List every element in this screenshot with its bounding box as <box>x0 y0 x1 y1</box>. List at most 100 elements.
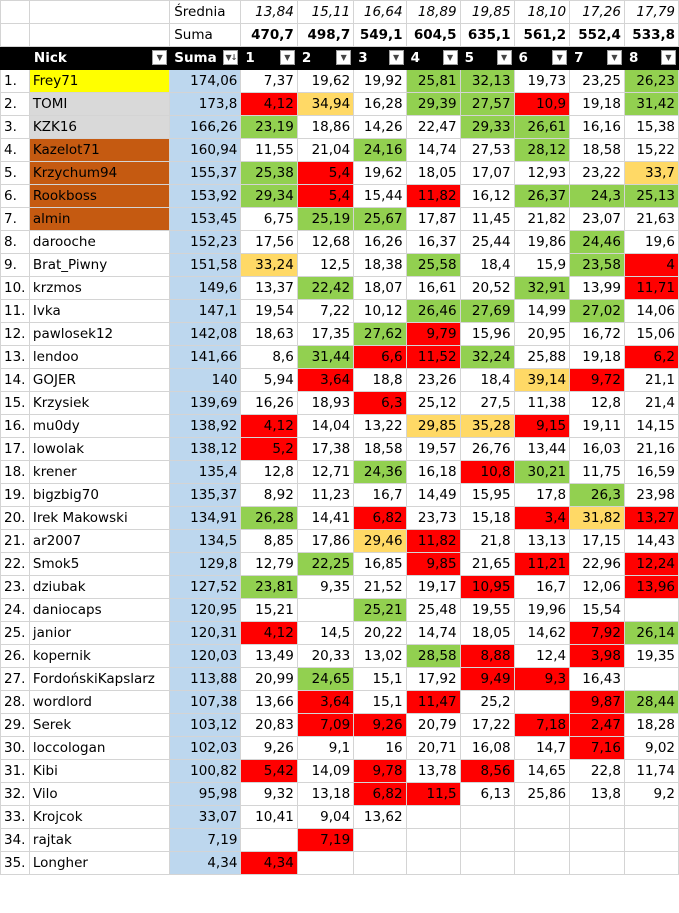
round-1-score-cell[interactable] <box>240 828 298 852</box>
average-round-3[interactable]: 16,64 <box>353 0 407 24</box>
round-5-score-cell[interactable]: 15,18 <box>459 506 515 530</box>
round-4-score-cell[interactable]: 26,46 <box>405 299 461 323</box>
round-2-score-cell[interactable]: 17,35 <box>296 322 355 346</box>
round-4-score-cell[interactable]: 25,81 <box>405 69 461 93</box>
round-4-score-cell[interactable]: 22,47 <box>405 115 461 139</box>
round-6-score-cell[interactable]: 19,96 <box>513 598 571 622</box>
sum-round-4[interactable]: 604,5 <box>405 23 461 47</box>
round-3-score-cell[interactable] <box>353 851 407 875</box>
round-5-score-cell[interactable]: 27,5 <box>459 391 515 415</box>
round-6-score-cell[interactable]: 25,88 <box>513 345 571 369</box>
round-8-score-cell[interactable]: 14,43 <box>623 529 679 553</box>
round-3-score-cell[interactable]: 9,26 <box>353 713 407 737</box>
round-3-score-cell[interactable] <box>353 828 407 852</box>
round-7-score-cell[interactable]: 18,58 <box>569 138 625 162</box>
round-8-score-cell[interactable] <box>623 667 679 691</box>
sum-round-7[interactable]: 552,4 <box>569 23 625 47</box>
round-7-score-cell[interactable]: 11,75 <box>569 460 625 484</box>
nick-cell[interactable]: janior <box>28 621 171 645</box>
sum-round-6[interactable]: 561,2 <box>513 23 571 47</box>
round-3-score-cell[interactable]: 14,26 <box>353 115 407 139</box>
round-3-score-cell[interactable]: 27,62 <box>353 322 407 346</box>
round-5-score-cell[interactable]: 17,22 <box>459 713 515 737</box>
round-8-score-cell[interactable] <box>623 828 679 852</box>
round-2-score-cell[interactable]: 5,4 <box>296 184 355 208</box>
nick-cell[interactable]: KZK16 <box>28 115 171 139</box>
round-6-score-cell[interactable]: 13,13 <box>513 529 571 553</box>
rank-cell[interactable]: 22. <box>0 552 30 576</box>
rank-cell[interactable]: 14. <box>0 368 30 392</box>
round-4-score-cell[interactable]: 9,85 <box>405 552 461 576</box>
round-8-score-cell[interactable]: 14,06 <box>623 299 679 323</box>
round-3-score-cell[interactable]: 16,26 <box>353 230 407 254</box>
suma-cell[interactable]: 153,92 <box>169 184 242 208</box>
nick-cell[interactable]: Longher <box>28 851 171 875</box>
round-8-score-cell[interactable]: 9,02 <box>623 736 679 760</box>
round-2-score-cell[interactable]: 12,68 <box>296 230 355 254</box>
suma-cell[interactable]: 138,92 <box>169 414 242 438</box>
round-4-score-cell[interactable] <box>405 805 461 829</box>
suma-cell[interactable]: 139,69 <box>169 391 242 415</box>
empty-cell[interactable] <box>0 0 30 24</box>
round-6-score-cell[interactable]: 14,62 <box>513 621 571 645</box>
average-label[interactable]: Średnia <box>169 0 242 24</box>
round-7-score-cell[interactable]: 23,07 <box>569 207 625 231</box>
round-7-score-cell[interactable]: 15,54 <box>569 598 625 622</box>
dropdown-arrow-icon[interactable]: ▼ <box>279 50 295 65</box>
average-round-6[interactable]: 18,10 <box>513 0 571 24</box>
round-2-score-cell[interactable]: 19,62 <box>296 69 355 93</box>
dropdown-arrow-icon[interactable]: ▼ <box>661 50 676 65</box>
round-8-score-cell[interactable]: 26,23 <box>623 69 679 93</box>
round-4-score-cell[interactable]: 20,79 <box>405 713 461 737</box>
round-5-score-cell[interactable]: 8,56 <box>459 759 515 783</box>
rank-cell[interactable]: 1. <box>0 69 30 93</box>
suma-cell[interactable]: 120,31 <box>169 621 242 645</box>
nick-cell[interactable]: Smok5 <box>28 552 171 576</box>
round-3-score-cell[interactable]: 25,67 <box>353 207 407 231</box>
round-5-score-cell[interactable]: 9,49 <box>459 667 515 691</box>
round-3-score-cell[interactable]: 6,3 <box>353 391 407 415</box>
round-6-score-cell[interactable]: 21,82 <box>513 207 571 231</box>
round-1-score-cell[interactable]: 17,56 <box>240 230 298 254</box>
round-8-score-cell[interactable]: 21,1 <box>623 368 679 392</box>
nick-cell[interactable]: dziubak <box>28 575 171 599</box>
round-2-score-cell[interactable]: 31,44 <box>296 345 355 369</box>
round-1-score-cell[interactable]: 8,85 <box>240 529 298 553</box>
round-5-score-cell[interactable]: 27,57 <box>459 92 515 116</box>
round-4-score-cell[interactable]: 11,82 <box>405 184 461 208</box>
average-round-5[interactable]: 19,85 <box>459 0 515 24</box>
round-3-score-cell[interactable]: 6,6 <box>353 345 407 369</box>
sum-round-2[interactable]: 498,7 <box>296 23 355 47</box>
round-5-score-cell[interactable]: 18,4 <box>459 253 515 277</box>
round-6-score-cell[interactable]: 12,4 <box>513 644 571 668</box>
round-6-score-cell[interactable] <box>513 690 571 714</box>
round-2-score-cell[interactable]: 17,86 <box>296 529 355 553</box>
round-8-score-cell[interactable]: 9,2 <box>623 782 679 806</box>
round-6-score-cell[interactable]: 14,99 <box>513 299 571 323</box>
round-5-score-cell[interactable]: 10,95 <box>459 575 515 599</box>
nick-cell[interactable]: pawlosek12 <box>28 322 171 346</box>
round-5-score-cell[interactable]: 17,07 <box>459 161 515 185</box>
suma-cell[interactable]: 155,37 <box>169 161 242 185</box>
average-round-4[interactable]: 18,89 <box>405 0 461 24</box>
round-4-score-cell[interactable]: 9,79 <box>405 322 461 346</box>
round-4-score-cell[interactable]: 11,47 <box>405 690 461 714</box>
round-8-score-cell[interactable] <box>623 598 679 622</box>
round-8-score-cell[interactable]: 26,14 <box>623 621 679 645</box>
round-3-score-cell[interactable]: 24,16 <box>353 138 407 162</box>
round-2-score-cell[interactable]: 22,25 <box>296 552 355 576</box>
average-round-1[interactable]: 13,84 <box>240 0 298 24</box>
round-5-score-cell[interactable]: 8,88 <box>459 644 515 668</box>
round-6-score-cell[interactable]: 11,38 <box>513 391 571 415</box>
round-3-score-cell[interactable]: 29,46 <box>353 529 407 553</box>
rank-cell[interactable]: 16. <box>0 414 30 438</box>
round-6-score-cell[interactable]: 16,7 <box>513 575 571 599</box>
round-2-score-cell[interactable]: 14,41 <box>296 506 355 530</box>
round-3-score-cell[interactable]: 16,85 <box>353 552 407 576</box>
suma-cell[interactable]: 103,12 <box>169 713 242 737</box>
round-7-score-cell[interactable] <box>569 805 625 829</box>
round-5-score-cell[interactable]: 15,95 <box>459 483 515 507</box>
rank-cell[interactable]: 5. <box>0 161 30 185</box>
round-4-score-cell[interactable] <box>405 828 461 852</box>
round-5-score-cell[interactable]: 21,65 <box>459 552 515 576</box>
